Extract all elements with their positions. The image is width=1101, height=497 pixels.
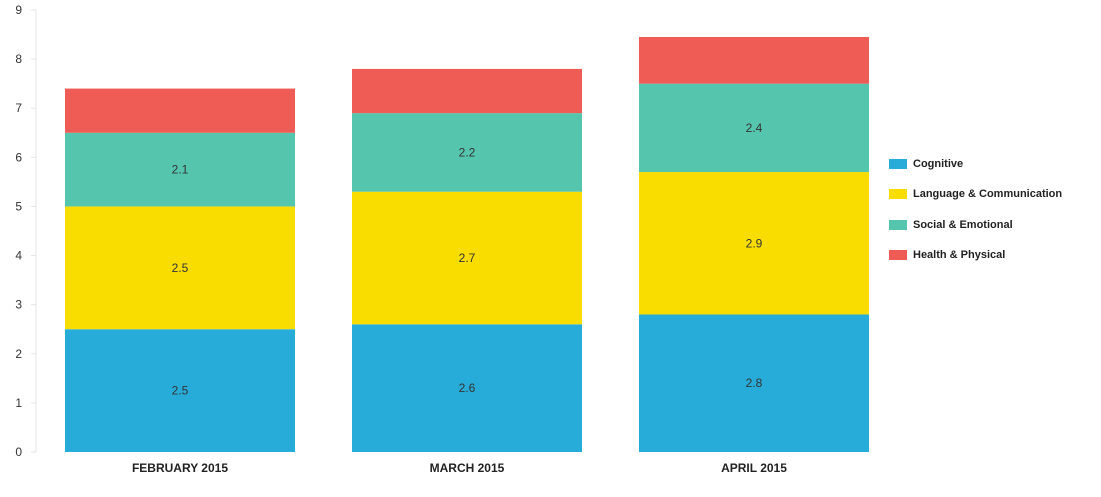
legend-label: Cognitive <box>913 158 964 170</box>
y-tick-label: 8 <box>15 52 22 66</box>
y-tick-label: 6 <box>15 150 22 164</box>
y-tick-label: 5 <box>15 199 22 213</box>
x-category-label: APRIL 2015 <box>721 461 787 475</box>
y-axis-ticks: 0 1 2 3 4 5 6 7 8 9 <box>15 3 36 459</box>
data-label: 2.8 <box>746 376 763 390</box>
legend-swatch <box>889 219 907 230</box>
data-label: 2.9 <box>746 236 763 250</box>
legend-swatch <box>889 249 907 260</box>
legend-item[interactable]: Language & Communication <box>889 186 1062 202</box>
x-category-label: MARCH 2015 <box>430 461 505 475</box>
data-label: 2.7 <box>459 251 476 265</box>
bar-segment <box>352 191 582 325</box>
data-label: 2.5 <box>172 384 189 398</box>
legend-item[interactable]: Cognitive <box>889 156 1062 172</box>
y-tick-label: 2 <box>15 347 22 361</box>
bar-segment <box>352 68 582 114</box>
legend-label: Health & Physical <box>913 248 1006 261</box>
bar-segment <box>639 314 869 452</box>
bar-segment <box>65 88 295 133</box>
data-label: 2.2 <box>459 145 476 159</box>
bar-segment <box>352 324 582 452</box>
data-label: 2.6 <box>459 381 476 395</box>
legend-label: Social & Emotional <box>913 218 1013 231</box>
legend-item[interactable]: Health & Physical <box>889 247 1062 263</box>
y-tick-label: 3 <box>15 298 22 312</box>
y-tick-label: 7 <box>15 101 22 115</box>
x-category-label: FEBRUARY 2015 <box>132 461 228 475</box>
bar-segment <box>639 83 869 173</box>
bar-segment <box>639 172 869 315</box>
legend-swatch <box>889 159 907 169</box>
bar-segment <box>65 329 295 452</box>
legend: Cognitive Language & Communication Social … <box>889 156 1062 277</box>
bar-segment <box>352 113 582 192</box>
bar-segment <box>639 37 869 84</box>
x-axis-labels: FEBRUARY 2015 MARCH 2015 APRIL 2015 <box>132 461 787 475</box>
data-label: 2.4 <box>746 121 763 135</box>
legend-label: Language & Communication <box>913 188 1063 201</box>
data-labels: 2.5 2.5 2.1 2.6 2.7 2.2 2.8 2.9 2.4 <box>172 121 763 398</box>
bar-segment <box>65 132 295 207</box>
bar-segment <box>65 206 295 330</box>
data-label: 2.5 <box>172 261 189 275</box>
y-tick-label: 1 <box>15 396 22 410</box>
legend-swatch <box>889 189 907 200</box>
legend-item[interactable]: Social & Emotional <box>889 217 1062 233</box>
bars <box>65 37 869 452</box>
y-tick-label: 0 <box>15 445 22 459</box>
y-tick-label: 9 <box>15 3 22 17</box>
y-tick-label: 4 <box>15 249 22 263</box>
data-label: 2.1 <box>172 163 189 177</box>
